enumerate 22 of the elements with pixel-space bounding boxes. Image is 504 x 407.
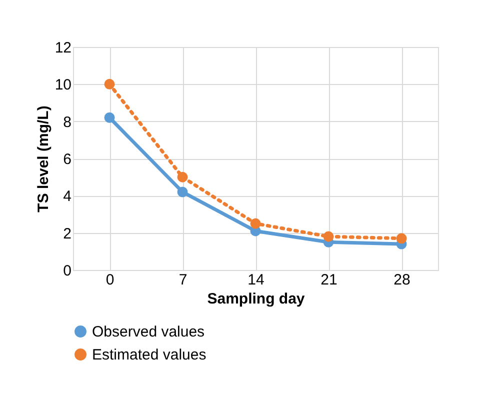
x-axis-title: Sampling day — [207, 290, 306, 308]
legend-label: Estimated values — [92, 346, 206, 364]
point — [104, 78, 115, 90]
y-tick-label: 10 — [54, 76, 72, 94]
y-tick-label: 8 — [63, 114, 72, 131]
y-tick-label: 4 — [63, 188, 72, 206]
y-axis-title: TS level (mg/L) — [34, 106, 52, 212]
x-tick-label: 7 — [178, 272, 188, 288]
y-tick-label: 2 — [63, 225, 72, 242]
x-tick-label: 14 — [248, 272, 264, 288]
point — [250, 218, 261, 229]
point — [177, 172, 188, 182]
point — [177, 186, 188, 198]
legend-label: Observed values — [92, 324, 205, 340]
point — [104, 112, 115, 123]
point — [323, 231, 334, 242]
y-tick-label: 6 — [63, 151, 72, 168]
x-tick-label: 28 — [394, 272, 410, 288]
x-tick-label: 0 — [106, 272, 114, 288]
point — [396, 233, 407, 244]
y-tick-label: 12 — [54, 40, 72, 56]
x-tick-label: 21 — [320, 272, 338, 288]
